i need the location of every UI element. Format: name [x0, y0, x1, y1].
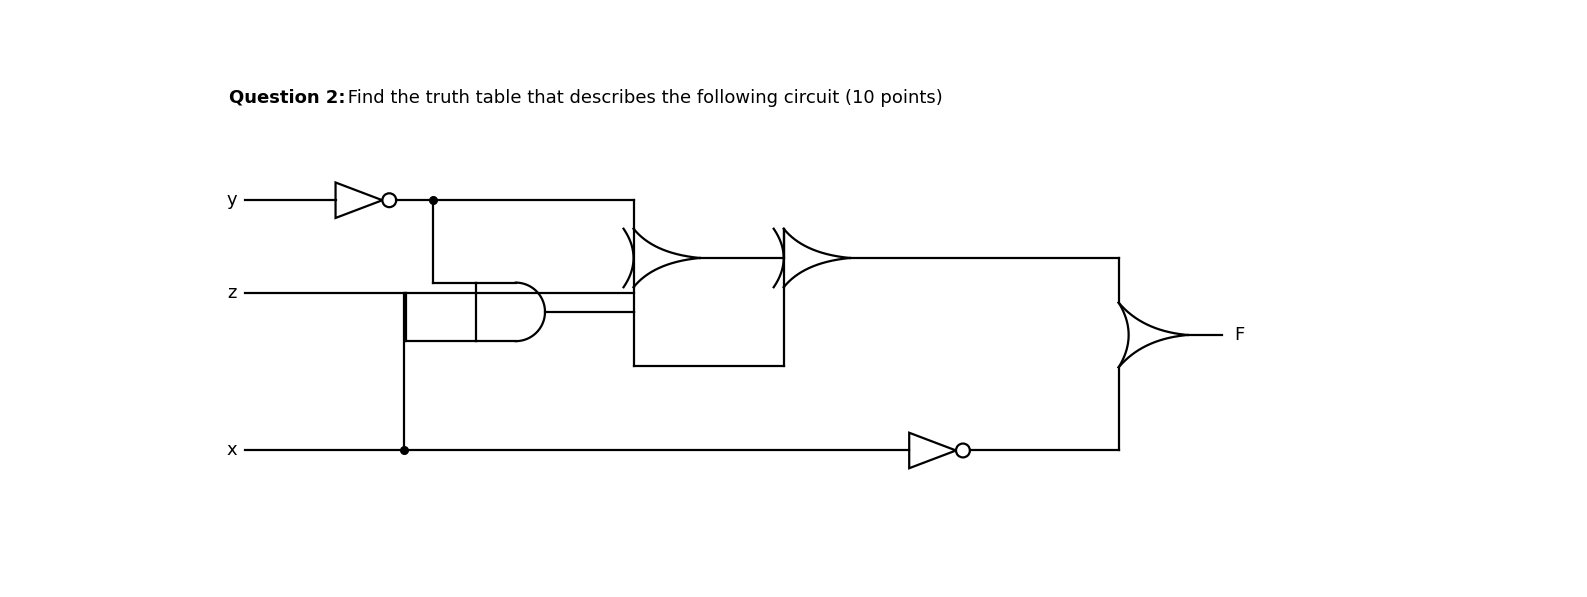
Text: y: y: [227, 191, 236, 209]
Text: Find the truth table that describes the following circuit (10 points): Find the truth table that describes the …: [343, 88, 943, 107]
Text: x: x: [227, 441, 236, 460]
Text: z: z: [227, 284, 236, 301]
Text: F: F: [1235, 326, 1244, 344]
Text: Question 2:: Question 2:: [229, 88, 346, 107]
